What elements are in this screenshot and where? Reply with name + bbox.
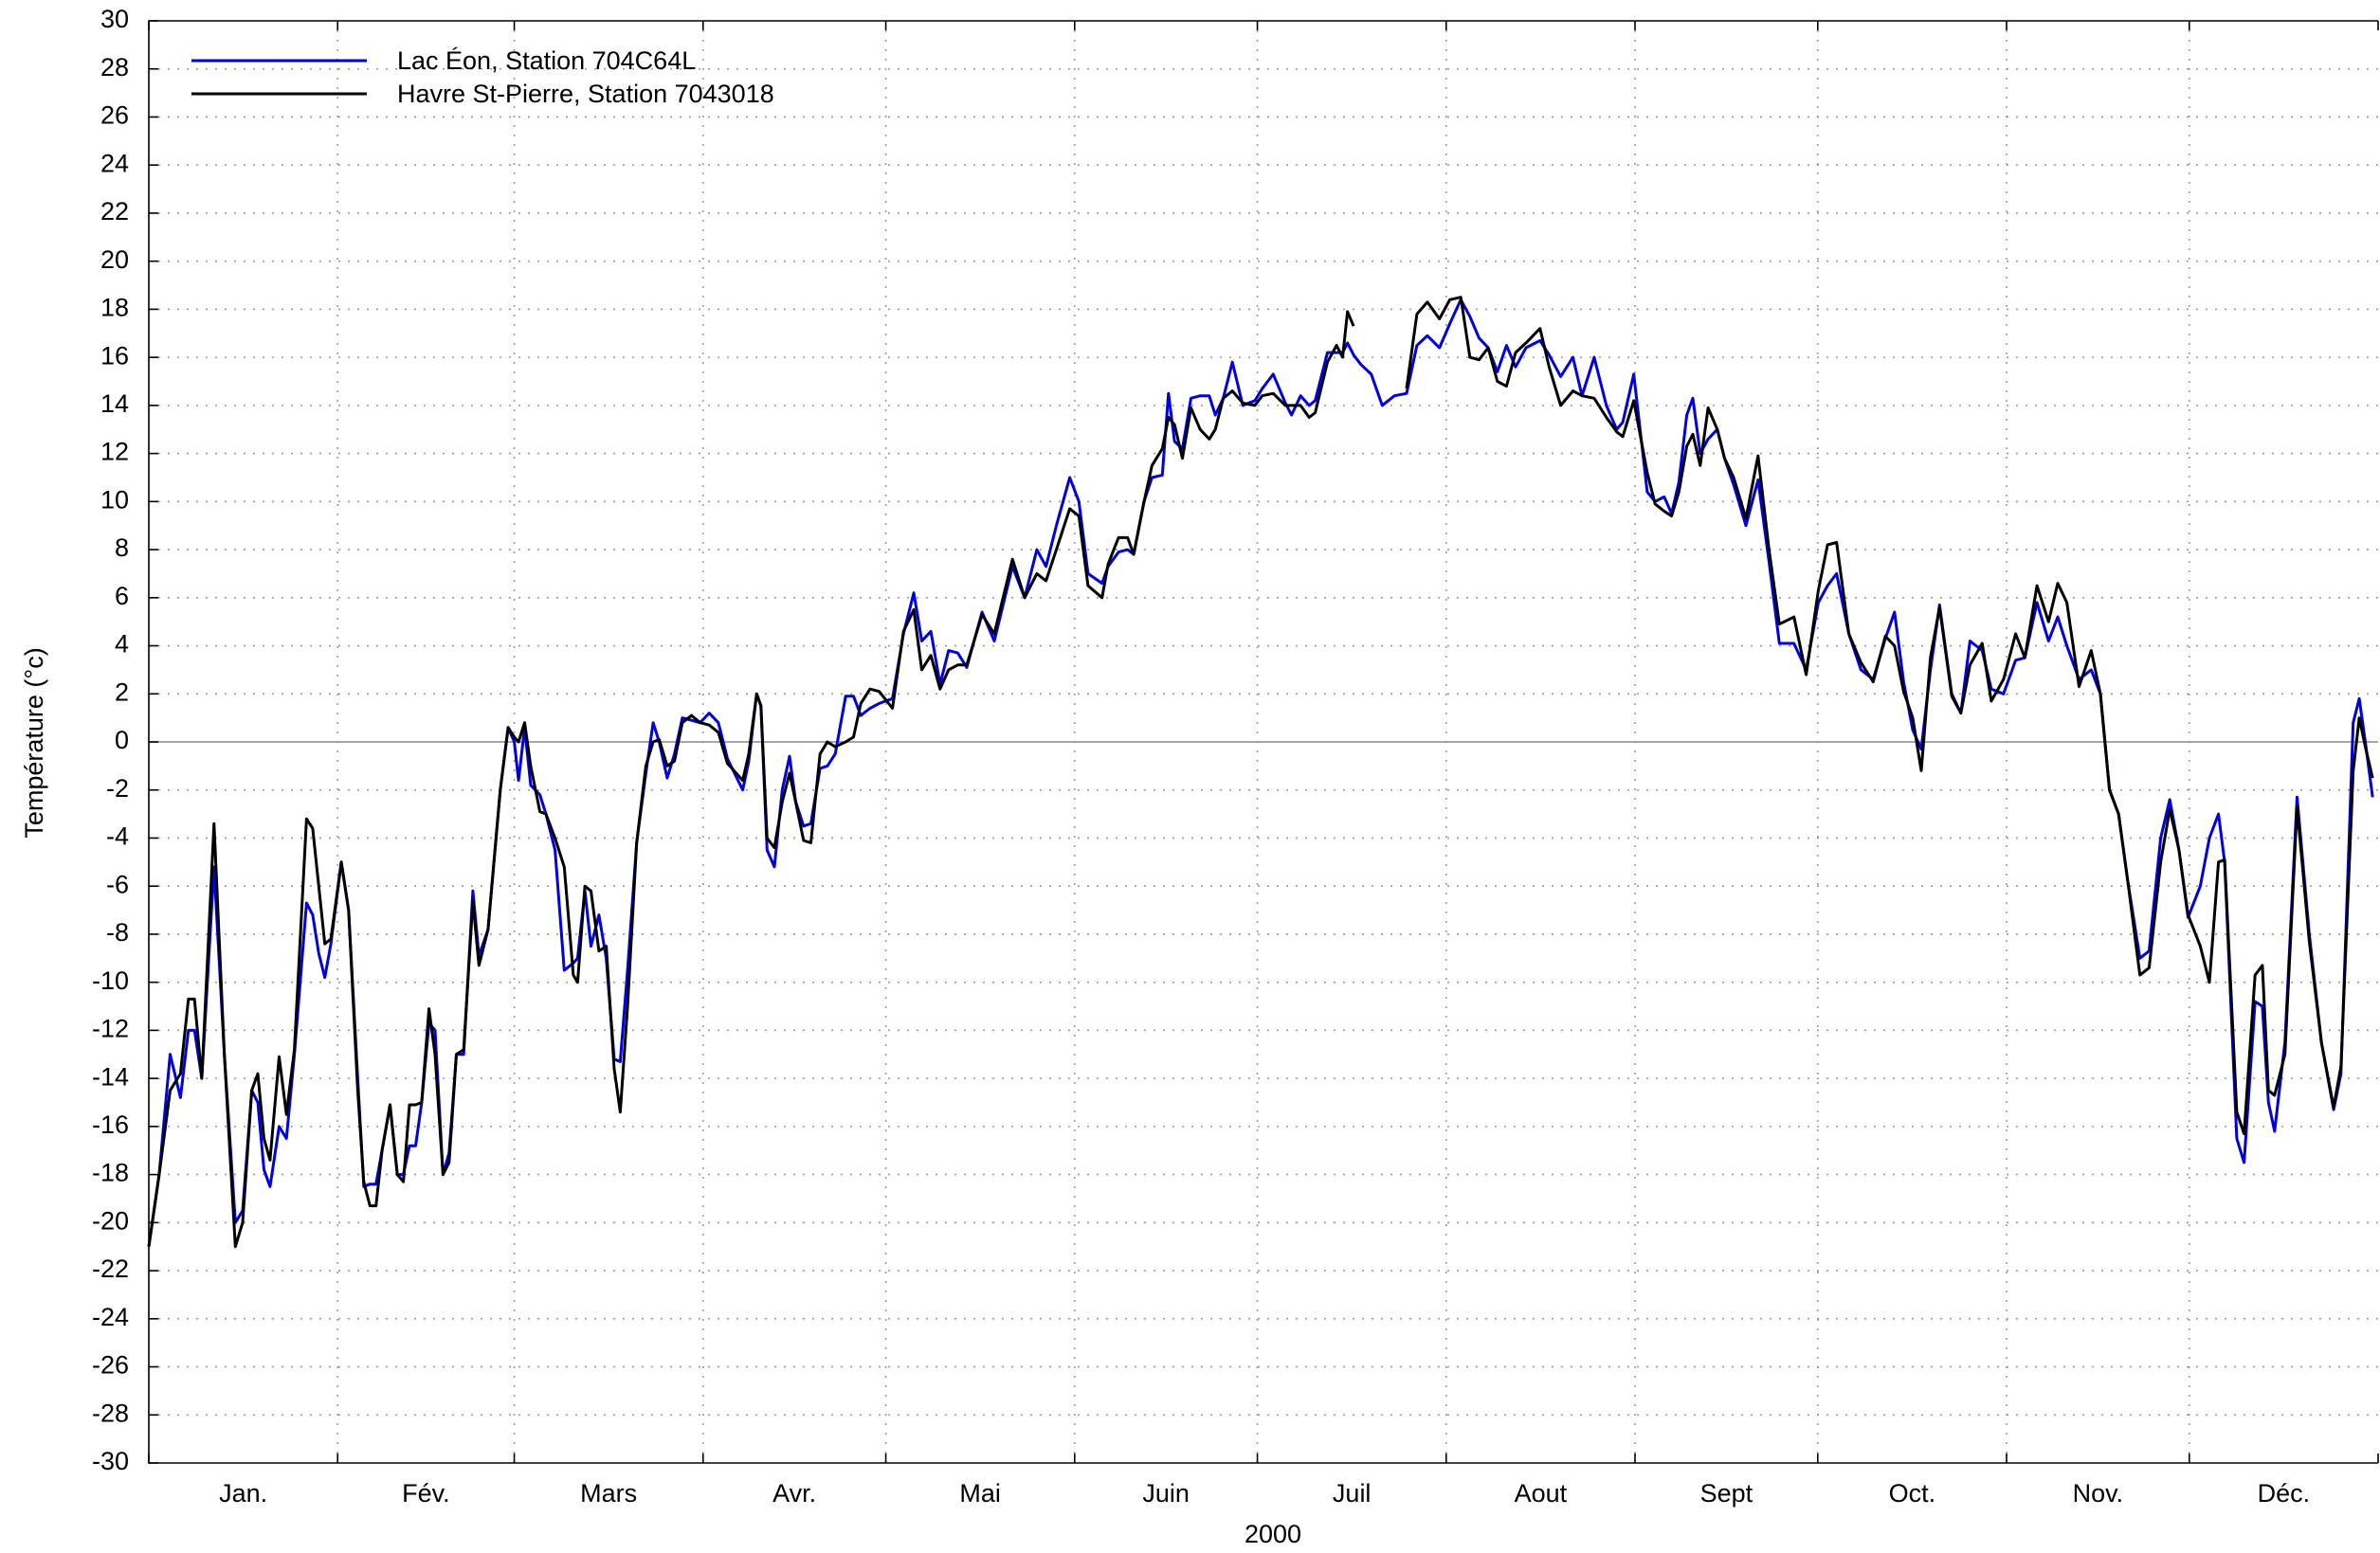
y-tick-label: 14 <box>100 389 129 418</box>
x-tick-label: Avr. <box>772 1479 816 1508</box>
series-line <box>147 298 2374 1247</box>
legend-label: Havre St-Pierre, Station 7043018 <box>397 80 774 108</box>
x-tick-label: Sept <box>1700 1479 1753 1508</box>
y-tick-label: 12 <box>100 438 129 466</box>
y-tick-label: 18 <box>100 294 129 322</box>
y-tick-label: -26 <box>92 1351 129 1380</box>
y-tick-label: 8 <box>115 533 129 562</box>
legend-label: Lac Éon, Station 704C64L <box>397 46 696 75</box>
y-tick-label: -18 <box>92 1159 129 1187</box>
y-tick-label: 16 <box>100 341 129 370</box>
y-tick-label: 20 <box>100 245 129 274</box>
x-tick-label: Oct. <box>1889 1479 1936 1508</box>
y-tick-label: 2 <box>115 677 129 706</box>
x-tick-label: Juil <box>1333 1479 1372 1508</box>
x-tick-label: Aout <box>1515 1479 1568 1508</box>
x-axis-label: 2000 <box>1245 1520 1301 1548</box>
y-tick-label: 22 <box>100 197 129 226</box>
y-tick-label: -30 <box>92 1447 129 1475</box>
x-tick-label: Déc. <box>2258 1479 2311 1508</box>
axis-frame <box>148 20 2378 1464</box>
y-tick-label: -28 <box>92 1399 129 1427</box>
x-tick-label: Mai <box>959 1479 1001 1508</box>
x-tick-label: Fév. <box>402 1479 450 1508</box>
y-tick-label: -12 <box>92 1015 129 1043</box>
y-tick-label: 30 <box>100 5 129 33</box>
y-tick-label: 10 <box>100 485 129 514</box>
y-tick-label: -16 <box>92 1111 129 1139</box>
y-tick-label: -10 <box>92 966 129 995</box>
y-tick-label: -6 <box>106 870 129 898</box>
y-tick-label: -24 <box>92 1303 129 1331</box>
y-tick-label: 4 <box>115 630 129 659</box>
y-tick-label: -22 <box>92 1255 129 1283</box>
y-tick-label: 24 <box>100 149 129 177</box>
x-tick-label: Nov. <box>2073 1479 2124 1508</box>
y-tick-label: -2 <box>106 774 129 803</box>
y-axis-label: Température (°c) <box>20 647 48 838</box>
y-tick-label: -8 <box>106 918 129 947</box>
y-tick-label: -14 <box>92 1062 129 1091</box>
y-tick-label: 0 <box>115 726 129 754</box>
x-tick-label: Juin <box>1142 1479 1190 1508</box>
y-tick-label: 28 <box>100 53 129 81</box>
series-line <box>147 296 2374 1249</box>
y-tick-label: 6 <box>115 582 129 610</box>
y-tick-label: 26 <box>100 101 129 130</box>
y-tick-label: -4 <box>106 822 129 851</box>
x-tick-label: Jan. <box>219 1479 267 1508</box>
x-tick-label: Mars <box>580 1479 637 1508</box>
y-tick-label: -20 <box>92 1206 129 1235</box>
